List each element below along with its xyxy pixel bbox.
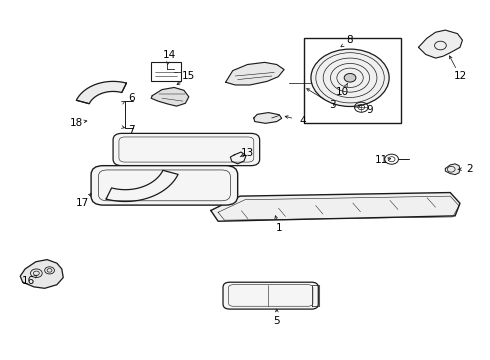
Polygon shape [106,170,178,202]
Text: 9: 9 [367,105,373,115]
Polygon shape [254,113,282,123]
Polygon shape [211,193,460,221]
Polygon shape [230,152,246,164]
FancyBboxPatch shape [91,166,238,205]
Text: 1: 1 [276,224,283,233]
FancyBboxPatch shape [113,134,260,166]
Text: 14: 14 [163,50,176,60]
Text: 2: 2 [466,164,473,174]
Text: 4: 4 [299,116,306,126]
Polygon shape [20,260,63,288]
Text: 10: 10 [336,87,349,97]
Polygon shape [445,164,460,175]
Text: 16: 16 [22,276,35,286]
FancyBboxPatch shape [223,282,318,309]
Text: 15: 15 [182,71,196,81]
Polygon shape [313,285,319,306]
Polygon shape [76,81,126,104]
Text: 5: 5 [273,316,280,325]
Text: 11: 11 [375,155,389,165]
Text: 6: 6 [128,93,135,103]
Ellipse shape [344,73,356,82]
Polygon shape [418,30,463,58]
Text: 12: 12 [453,71,466,81]
Text: 13: 13 [241,148,254,158]
Text: 7: 7 [128,125,135,135]
Ellipse shape [311,49,389,107]
Text: 17: 17 [76,198,89,208]
Bar [304,39,401,123]
Polygon shape [151,87,189,106]
Text: 8: 8 [347,35,353,45]
Bar [151,62,180,81]
Text: 3: 3 [330,100,336,110]
Text: 18: 18 [70,118,83,128]
Polygon shape [225,62,284,85]
